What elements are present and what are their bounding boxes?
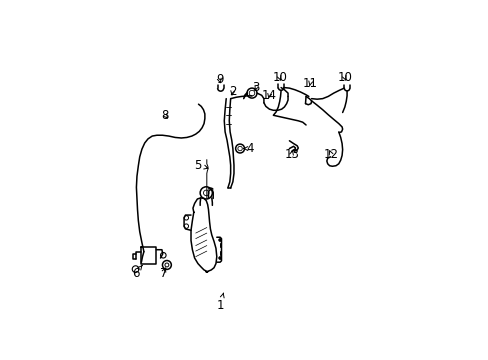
Circle shape	[203, 190, 208, 195]
Circle shape	[246, 88, 257, 98]
Text: 8: 8	[161, 109, 168, 122]
Circle shape	[235, 144, 244, 153]
Text: 10: 10	[272, 71, 286, 84]
Text: 14: 14	[261, 89, 276, 102]
Circle shape	[183, 216, 188, 220]
Text: 4: 4	[243, 142, 254, 155]
Circle shape	[160, 252, 166, 258]
Circle shape	[200, 187, 212, 199]
Circle shape	[183, 224, 188, 228]
Text: 13: 13	[284, 148, 299, 161]
Text: 12: 12	[323, 148, 338, 161]
Circle shape	[164, 263, 168, 267]
Text: 11: 11	[302, 77, 317, 90]
Circle shape	[249, 90, 254, 96]
Circle shape	[218, 257, 221, 260]
Circle shape	[218, 239, 221, 242]
Text: 2: 2	[228, 85, 236, 98]
Text: 10: 10	[337, 71, 351, 84]
Text: 1: 1	[216, 293, 224, 312]
Text: 5: 5	[193, 159, 207, 172]
Text: 6: 6	[132, 265, 142, 280]
Text: 9: 9	[215, 73, 223, 86]
Circle shape	[237, 146, 242, 151]
Text: 7: 7	[159, 267, 167, 280]
Circle shape	[162, 261, 171, 269]
Text: 3: 3	[252, 81, 259, 94]
